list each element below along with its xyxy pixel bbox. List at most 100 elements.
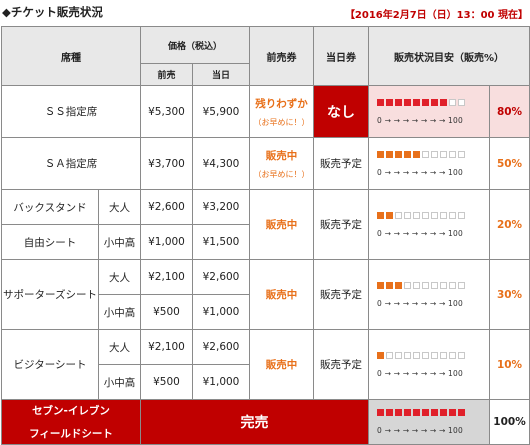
seat-name: ＳＡ指定席: [1, 137, 141, 190]
page-title: ◆チケット販売状況: [2, 5, 103, 19]
gauge-square-empty: [386, 351, 394, 359]
category-child: 小中高: [98, 364, 141, 400]
table-row: セブン‐イレブン フィールドシート 完売 0 → → → → → → → 100…: [1, 399, 530, 445]
gauge-square-empty: [449, 351, 457, 359]
gauge-square-empty: [404, 351, 412, 359]
gauge-square-filled: [422, 409, 430, 416]
sameday-price: ¥2,600: [191, 329, 251, 365]
advance-status: 販売中: [249, 329, 315, 400]
gauge-bar: [369, 351, 489, 361]
status-header: 販売状況目安（販売%）: [368, 26, 530, 86]
advance-price: ¥5,300: [140, 85, 193, 138]
gauge-square-empty: [458, 98, 466, 106]
seat-name-line1: セブン‐イレブン: [32, 405, 110, 417]
advance-price-header: 前売: [140, 63, 193, 86]
advance-status: 販売中 （お早めに！）: [249, 137, 315, 190]
category-adult: 大人: [98, 329, 141, 365]
gauge-square-empty: [395, 351, 403, 359]
sameday-status: なし: [313, 85, 370, 138]
seat-name: セブン‐イレブン フィールドシート: [1, 399, 141, 445]
gauge-square-filled: [404, 409, 412, 416]
gauge-square-filled: [413, 409, 421, 416]
gauge-square-empty: [431, 211, 439, 219]
gauge-square-filled: [413, 150, 421, 158]
gauge-scale: 0 → → → → → → → 100: [377, 368, 463, 378]
sameday-price: ¥5,900: [191, 85, 251, 138]
sales-percent: 20%: [489, 189, 530, 260]
advance-status-label: 残りわずか: [255, 97, 308, 110]
seat-name: ビジターシート: [1, 329, 99, 400]
sales-percent: 100%: [489, 399, 530, 445]
gauge-bar: [369, 150, 489, 160]
table-row: 小中高 ¥500 ¥1,000: [2, 364, 530, 400]
seat-name: ＳＳ指定席: [1, 85, 141, 138]
advance-price: ¥500: [140, 364, 193, 400]
advance-price: ¥2,100: [140, 329, 193, 365]
table-row: サポーターズシート 大人 ¥2,100 ¥2,600 販売中 販売予定 0 → …: [1, 259, 530, 330]
gauge-square-empty: [422, 211, 430, 219]
gauge-square-empty: [422, 351, 430, 359]
sales-percent: 10%: [489, 329, 530, 400]
advance-ticket-header: 前売券: [249, 26, 315, 86]
sales-gauge: 0 → → → → → → → 100: [368, 329, 491, 400]
gauge-square-filled: [431, 409, 439, 416]
gauge-square-empty: [458, 281, 466, 289]
gauge-bar: [369, 281, 489, 291]
seat-name-line2: フィールドシート: [29, 428, 113, 440]
update-timestamp: 【2016年2月7日（日）13：00 現在】: [344, 10, 528, 21]
sales-gauge: 0 → → → → → → → 100: [368, 399, 491, 445]
advance-note: （お早めに！）: [253, 169, 310, 179]
gauge-square-empty: [440, 150, 448, 158]
advance-status: 販売中: [249, 259, 315, 330]
gauge-bar: [369, 98, 489, 108]
gauge-square-filled: [386, 281, 394, 289]
sales-gauge: 0 → → → → → → → 100: [368, 259, 491, 330]
seat-name: 自由シート: [1, 224, 99, 260]
gauge-square-filled: [377, 351, 385, 359]
advance-price: ¥2,600: [140, 189, 193, 225]
gauge-square-empty: [422, 150, 430, 158]
gauge-square-filled: [386, 150, 394, 158]
advance-status: 残りわずか （お早めに！）: [249, 85, 315, 138]
gauge-square-empty: [413, 351, 421, 359]
sales-gauge: 0 → → → → → → → 100: [368, 85, 491, 138]
gauge-bar: [369, 211, 489, 221]
gauge-square-filled: [386, 211, 394, 219]
category-child: 小中高: [98, 224, 141, 260]
gauge-square-filled: [377, 98, 385, 106]
sameday-price-header: 当日: [191, 63, 251, 86]
sameday-price: ¥2,600: [191, 259, 251, 295]
advance-price: ¥2,100: [140, 259, 193, 295]
gauge-square-filled: [404, 150, 412, 158]
seat-name: バックスタンド: [1, 189, 99, 225]
advance-status: 販売中: [249, 189, 315, 260]
gauge-square-filled: [449, 409, 457, 416]
gauge-square-empty: [449, 150, 457, 158]
gauge-square-empty: [440, 281, 448, 289]
ticket-status-table: 席種 価格（税込） 前売券 当日券 販売状況目安（販売%） 前売 当日 ＳＳ指定…: [1, 26, 530, 445]
gauge-square-filled: [395, 98, 403, 106]
seat-name: サポーターズシート: [1, 259, 99, 330]
gauge-square-filled: [386, 98, 394, 106]
gauge-square-empty: [395, 211, 403, 219]
advance-status-label: 販売中: [265, 149, 298, 162]
gauge-square-filled: [413, 98, 421, 106]
gauge-square-filled: [431, 98, 439, 106]
gauge-square-empty: [458, 150, 466, 158]
advance-price: ¥500: [140, 294, 193, 330]
gauge-square-empty: [431, 281, 439, 289]
category-child: 小中高: [98, 294, 141, 330]
sameday-price: ¥1,500: [191, 224, 251, 260]
sales-percent: 50%: [489, 137, 530, 190]
sameday-status: 販売予定: [313, 189, 370, 260]
gauge-square-empty: [431, 150, 439, 158]
sales-gauge: 0 → → → → → → → 100: [368, 137, 491, 190]
sameday-status: 販売予定: [313, 329, 370, 400]
table-row: ＳＡ指定席 ¥3,700 ¥4,300 販売中 （お早めに！） 販売予定 0 →…: [1, 137, 530, 190]
gauge-scale: 0 → → → → → → → 100: [377, 167, 463, 177]
advance-note: （お早めに！）: [253, 117, 310, 127]
category-adult: 大人: [98, 189, 141, 225]
table-row: バックスタンド 大人 ¥2,600 ¥3,200 販売中 販売予定 0 → → …: [1, 189, 530, 260]
sameday-status: 販売予定: [313, 259, 370, 330]
category-adult: 大人: [98, 259, 141, 295]
